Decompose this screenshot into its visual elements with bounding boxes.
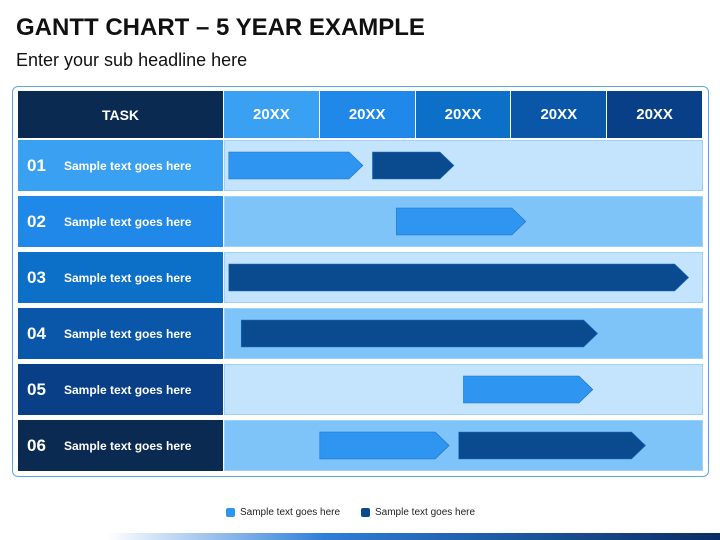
- gantt-bar-02-1: [396, 207, 527, 236]
- year-header-3: 20XX: [415, 91, 511, 138]
- task-label: Sample text goes here: [64, 326, 192, 341]
- year-header-2: 20XX: [319, 91, 415, 138]
- task-number: 06: [27, 435, 46, 455]
- legend-swatch-dark: [361, 508, 370, 517]
- task-label: Sample text goes here: [64, 214, 192, 229]
- task-label: Sample text goes here: [64, 382, 192, 397]
- footer-gradient-bar: [0, 533, 720, 540]
- legend-item-dark: Sample text goes here: [361, 507, 475, 518]
- task-label: Sample text goes here: [64, 158, 192, 173]
- task-label: Sample text goes here: [64, 270, 192, 285]
- task-label: Sample text goes here: [64, 438, 192, 453]
- legend-swatch-light: [226, 508, 235, 517]
- gantt-bar-06-2: [458, 431, 646, 460]
- legend-label-dark: Sample text goes here: [375, 507, 476, 518]
- task-row-06: 06 Sample text goes here: [18, 420, 223, 471]
- task-number: 01: [27, 155, 46, 175]
- task-number: 04: [27, 323, 46, 343]
- task-row-01: 01 Sample text goes here: [18, 140, 223, 191]
- task-column-header: TASK: [18, 91, 223, 138]
- year-header-5: 20XX: [607, 91, 702, 138]
- gantt-bar-04-1: [240, 319, 599, 348]
- year-header-1: 20XX: [224, 91, 319, 138]
- page-title: GANTT CHART – 5 YEAR EXAMPLE: [16, 14, 425, 41]
- task-number: 05: [27, 379, 46, 399]
- page-subtitle: Enter your sub headline here: [16, 50, 248, 70]
- legend-label-light: Sample text goes here: [240, 507, 341, 518]
- gantt-bar-01-2: [372, 151, 455, 180]
- gantt-bar-06-1: [319, 431, 450, 460]
- task-number: 03: [27, 267, 46, 287]
- task-number: 02: [27, 211, 46, 231]
- year-header-4: 20XX: [511, 91, 607, 138]
- task-row-05: 05 Sample text goes here: [18, 364, 223, 415]
- gantt-bar-05-1: [463, 375, 594, 404]
- task-row-02: 02 Sample text goes here: [18, 196, 223, 247]
- gantt-bar-03-1: [228, 263, 690, 292]
- gantt-bar-01-1: [228, 151, 364, 180]
- legend-item-light: Sample text goes here: [226, 507, 340, 518]
- task-row-03: 03 Sample text goes here: [18, 252, 223, 303]
- task-row-04: 04 Sample text goes here: [18, 308, 223, 359]
